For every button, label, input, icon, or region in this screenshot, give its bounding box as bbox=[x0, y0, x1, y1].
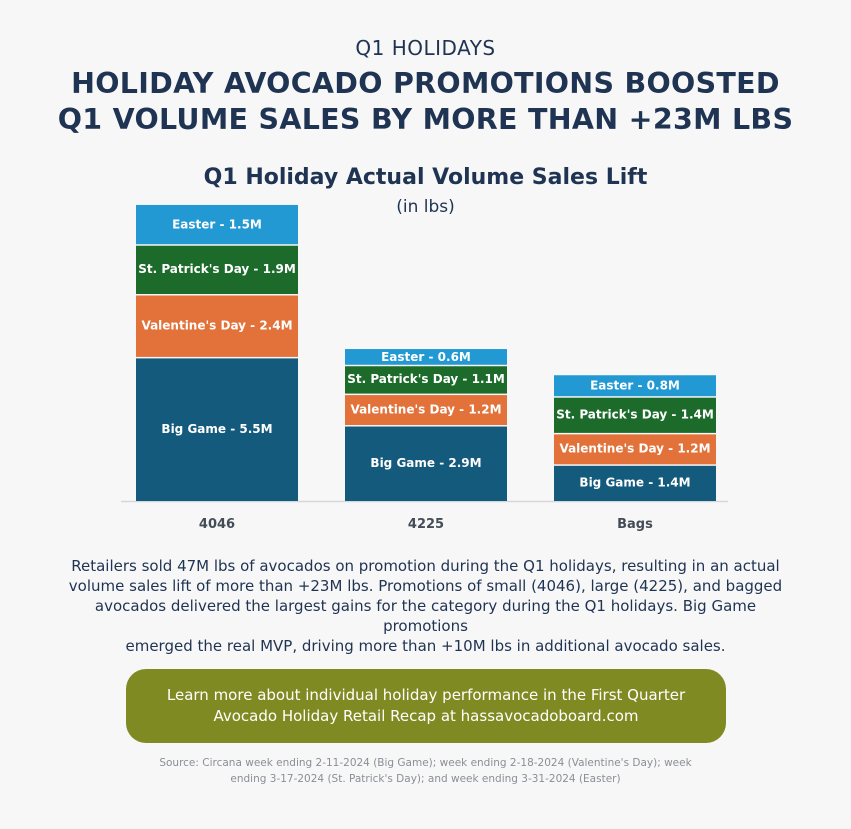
summary-paragraph: Retailers sold 47M lbs of avocados on pr… bbox=[60, 556, 791, 656]
bar-segment-4225-easter bbox=[345, 349, 507, 365]
bar-segment-4046-easter bbox=[136, 204, 298, 245]
bar-segment-4046-big-game bbox=[136, 358, 298, 501]
summary-line-2: volume sales lift of more than +23M lbs.… bbox=[68, 577, 783, 595]
summary-line-1: Retailers sold 47M lbs of avocados on pr… bbox=[71, 557, 780, 575]
bar-segment-4225-big-game bbox=[345, 426, 507, 501]
data-label-4225-st-patrick-s-day: St. Patrick's Day - 1.1M bbox=[347, 372, 505, 386]
data-label-bags-big-game: Big Game - 1.4M bbox=[579, 476, 690, 490]
chart-title: Q1 Holiday Actual Volume Sales Lift bbox=[203, 165, 648, 190]
data-label-4046-easter: Easter - 1.5M bbox=[172, 218, 262, 232]
learn-more-line-2: Avocado Holiday Retail Recap at hassavoc… bbox=[213, 707, 639, 725]
summary-line-4: emerged the real MVP, driving more than … bbox=[125, 637, 726, 655]
data-label-4046-big-game: Big Game - 5.5M bbox=[161, 422, 272, 436]
category-label-bags: Bags bbox=[617, 517, 653, 532]
bar-segment-4225-valentine-s-day bbox=[345, 395, 507, 426]
summary-line-3: avocados delivered the largest gains for… bbox=[94, 597, 757, 635]
data-label-4225-big-game: Big Game - 2.9M bbox=[370, 456, 481, 470]
data-label-bags-valentine-s-day: Valentine's Day - 1.2M bbox=[559, 442, 710, 456]
learn-more-button[interactable]: Learn more about individual holiday perf… bbox=[126, 669, 726, 743]
learn-more-line-1: Learn more about individual holiday perf… bbox=[166, 686, 686, 704]
category-label-4225: 4225 bbox=[408, 517, 444, 532]
data-label-bags-st-patrick-s-day: St. Patrick's Day - 1.4M bbox=[556, 408, 714, 422]
stacked-bar-chart: Big Game - 5.5M Valentine's Day - 2.4M St.… bbox=[121, 204, 728, 532]
data-label-4046-st-patrick-s-day: St. Patrick's Day - 1.9M bbox=[138, 262, 296, 276]
source-line-1: Source: Circana week ending 2-11-2024 (B… bbox=[159, 757, 692, 769]
bar-segment-bags-easter bbox=[554, 375, 716, 397]
eyebrow-label: Q1 HOLIDAYS bbox=[355, 36, 496, 60]
bar-segment-bags-st-patrick-s-day bbox=[554, 397, 716, 433]
headline: HOLIDAY AVOCADO PROMOTIONS BOOSTED Q1 VO… bbox=[0, 66, 851, 138]
bar-segment-4046-st-patrick-s-day bbox=[136, 245, 298, 295]
source-line-2: ending 3-17-2024 (St. Patrick's Day); an… bbox=[230, 773, 621, 785]
headline-line-2: Q1 VOLUME SALES BY MORE THAN +23M LBS bbox=[57, 103, 794, 136]
bar-segment-bags-valentine-s-day bbox=[554, 434, 716, 465]
chart-subtitle: (in lbs) bbox=[396, 197, 455, 217]
bar-segment-bags-big-game bbox=[554, 465, 716, 501]
headline-line-1: HOLIDAY AVOCADO PROMOTIONS BOOSTED bbox=[71, 67, 780, 100]
data-label-bags-easter: Easter - 0.8M bbox=[590, 379, 680, 393]
data-label-4046-valentine-s-day: Valentine's Day - 2.4M bbox=[141, 318, 292, 332]
bar-segment-4046-valentine-s-day bbox=[136, 295, 298, 357]
source-note: Source: Circana week ending 2-11-2024 (B… bbox=[130, 755, 721, 787]
data-label-4225-easter: Easter - 0.6M bbox=[381, 350, 471, 364]
category-label-4046: 4046 bbox=[199, 517, 235, 532]
bar-segment-4225-st-patrick-s-day bbox=[345, 366, 507, 394]
data-label-4225-valentine-s-day: Valentine's Day - 1.2M bbox=[350, 402, 501, 416]
